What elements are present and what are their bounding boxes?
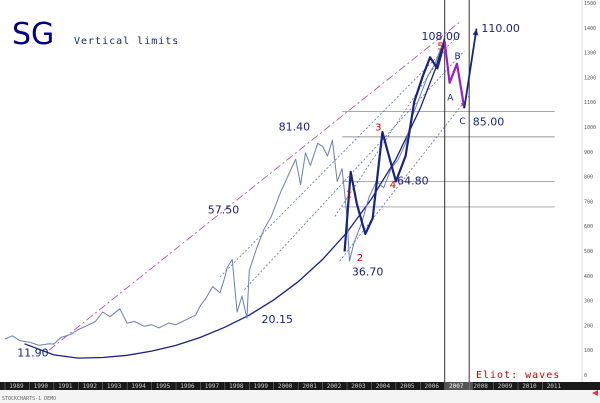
y-tick-label-11: 500 <box>584 249 593 255</box>
y-tick-label-12: 400 <box>584 274 593 280</box>
x-tick-label-1994: 1994 <box>131 383 146 390</box>
trend-line-5 <box>339 95 470 262</box>
annotation-label-7: 36.70 <box>352 265 384 278</box>
annotation-label-12: 3 <box>375 123 381 134</box>
annotation-label-11: 2 <box>357 253 363 264</box>
x-tick-label-1999: 1999 <box>254 383 269 390</box>
series-correction <box>443 41 466 109</box>
x-tick-label-1995: 1995 <box>156 383 171 390</box>
y-tick-label-5: 1100 <box>584 100 596 106</box>
legend-note: Eliot: waves <box>476 370 560 381</box>
annotation-layer: 108.00 110.00 81.40 57.50 64.80 85.00 36.70 20.… <box>17 22 520 360</box>
series-projection <box>463 28 478 109</box>
annotation-label-2: 110.00 <box>481 22 520 35</box>
annotation-label-17: C <box>459 117 465 127</box>
y-tick-label-9: 700 <box>584 199 593 205</box>
x-axis-bar <box>0 382 600 390</box>
scroll-arrow-icon <box>592 390 598 396</box>
annotation-label-13: 4 <box>390 180 396 191</box>
trend-line-2 <box>219 31 463 278</box>
y-tick-label-10: 600 <box>584 224 593 230</box>
parabolic-curve-line <box>24 38 446 359</box>
y-tick-label-14: 200 <box>584 323 593 329</box>
annotation-label-10: 1 <box>346 189 352 200</box>
x-tick-label-2006: 2006 <box>425 383 440 390</box>
annotation-label-5: 64.80 <box>397 175 429 188</box>
trend-line-1 <box>48 21 460 351</box>
series-price <box>4 44 443 346</box>
x-tick-label-2000: 2000 <box>278 383 293 390</box>
annotation-label-9: 11.90 <box>17 347 49 360</box>
x-tick-label-2010: 2010 <box>522 383 537 390</box>
y-tick-label-7: 900 <box>584 150 593 156</box>
x-tick-label-2008: 2008 <box>473 383 488 390</box>
x-tick-label-2003: 2003 <box>351 383 366 390</box>
annotation-label-3: 81.40 <box>279 121 311 134</box>
footer-text: STOCKCHARTS-1 DEMO <box>2 396 56 402</box>
x-tick-label-1990: 1990 <box>34 383 49 390</box>
annotation-label-8: 20.15 <box>262 313 294 326</box>
series-wave <box>343 41 446 252</box>
y-tick-label-13: 300 <box>584 299 593 305</box>
annotation-label-4: 57.50 <box>208 203 240 216</box>
x-tick-label-1997: 1997 <box>205 383 220 390</box>
x-tick-label-2007: 2007 <box>449 383 464 390</box>
x-tick-label-2005: 2005 <box>400 383 415 390</box>
x-tick-label-2002: 2002 <box>327 383 342 390</box>
footer-strip <box>0 390 600 403</box>
x-tick-label-2009: 2009 <box>498 383 513 390</box>
x-tick-label-2001: 2001 <box>302 383 317 390</box>
y-tick-label-2: 1400 <box>584 26 596 32</box>
y-tick-label-16: 0 <box>584 373 587 379</box>
x-tick-label-2004: 2004 <box>376 383 391 390</box>
parabolic-curve <box>24 38 446 359</box>
x-tick-label-1993: 1993 <box>107 383 122 390</box>
y-tick-label-4: 1200 <box>584 75 596 81</box>
x-tick-label-1996: 1996 <box>180 383 195 390</box>
x-tick-highlight <box>444 382 473 390</box>
x-tick-label-1998: 1998 <box>229 383 244 390</box>
x-tick-label-1989: 1989 <box>9 383 24 390</box>
chart-subtitle: Vertical limits <box>74 36 179 47</box>
y-tick-label-15: 100 <box>584 348 593 354</box>
y-tick-label-1: 1500 <box>584 1 596 7</box>
y-tick-label-6: 1000 <box>584 125 596 131</box>
x-tick-label-2011: 2011 <box>547 383 562 390</box>
y-tick-label-3: 1300 <box>584 51 596 57</box>
annotation-label-15: A <box>447 93 454 103</box>
x-tick-label-1992: 1992 <box>83 383 98 390</box>
chart-title: SG <box>12 17 54 52</box>
y-tick-label-8: 800 <box>584 175 593 181</box>
series-layer <box>4 28 479 346</box>
projection-arrowhead <box>472 28 479 36</box>
annotation-label-16: B <box>455 52 461 62</box>
annotation-label-14: 5 <box>437 41 443 52</box>
x-tick-label-1991: 1991 <box>58 383 73 390</box>
annotation-label-1: 108.00 <box>422 30 461 43</box>
annotation-label-6: 85.00 <box>473 116 505 129</box>
